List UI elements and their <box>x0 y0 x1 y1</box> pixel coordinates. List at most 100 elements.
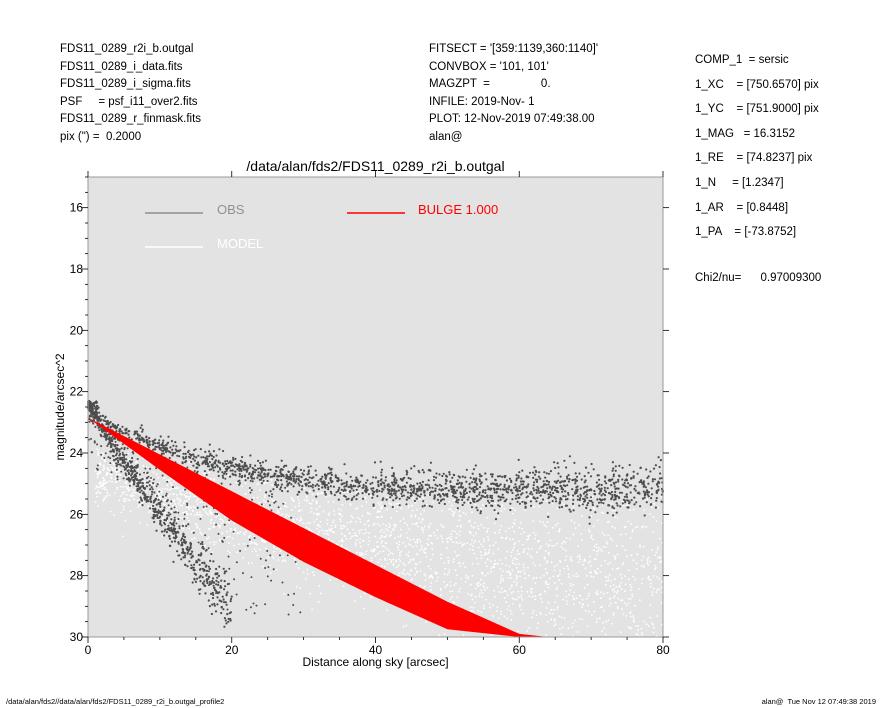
obs-point <box>484 472 487 475</box>
obs-point <box>261 469 264 472</box>
model-point <box>205 512 208 515</box>
model-point <box>489 606 491 609</box>
obs-point <box>622 498 626 501</box>
model-point <box>135 461 137 464</box>
obs-point <box>208 580 211 583</box>
model-point <box>196 526 198 529</box>
obs-point <box>655 483 659 486</box>
model-point <box>309 511 312 513</box>
obs-point <box>534 473 537 476</box>
model-point <box>570 496 572 498</box>
obs-point <box>130 476 133 479</box>
model-point <box>163 512 166 515</box>
obs-point <box>645 468 648 471</box>
model-point <box>427 544 430 547</box>
model-point <box>266 481 269 484</box>
model-point <box>626 504 628 507</box>
model-point <box>312 571 314 573</box>
model-point <box>127 490 130 492</box>
model-point <box>377 552 379 555</box>
obs-point <box>413 487 416 490</box>
model-point <box>448 501 450 503</box>
obs-point <box>491 482 494 485</box>
model-point <box>553 624 556 627</box>
model-point <box>625 604 628 607</box>
obs-point <box>472 468 476 471</box>
model-point <box>431 576 434 579</box>
model-point <box>584 567 587 569</box>
obs-point <box>138 501 141 504</box>
model-point <box>182 489 185 492</box>
model-point <box>293 521 296 524</box>
obs-point <box>566 484 569 487</box>
obs-point <box>564 504 568 507</box>
obs-point <box>515 485 518 489</box>
obs-point <box>581 503 584 506</box>
obs-point <box>98 425 101 429</box>
model-point <box>137 499 140 502</box>
obs-point <box>161 509 165 513</box>
obs-point <box>493 509 496 512</box>
obs-point <box>106 435 109 438</box>
model-point <box>597 568 599 570</box>
obs-point <box>495 490 498 493</box>
obs-point <box>215 567 218 571</box>
model-point <box>435 580 438 582</box>
model-point <box>587 604 589 607</box>
model-point <box>400 550 403 553</box>
model-point <box>102 477 105 480</box>
obs-point <box>152 478 155 481</box>
obs-point <box>248 473 251 476</box>
model-point <box>456 574 458 577</box>
obs-point <box>160 446 164 449</box>
model-point <box>172 504 174 507</box>
obs-point <box>548 485 551 488</box>
obs-point <box>490 487 493 490</box>
obs-point <box>189 546 192 549</box>
model-point <box>529 554 532 557</box>
model-point <box>170 482 172 484</box>
model-point <box>560 545 563 548</box>
model-point <box>501 563 503 565</box>
obs-point <box>167 450 170 453</box>
model-point <box>108 494 111 496</box>
model-point <box>551 612 554 615</box>
model-point <box>131 493 134 495</box>
model-point <box>454 569 457 572</box>
model-point <box>126 487 129 490</box>
obs-point <box>521 492 524 495</box>
obs-point <box>236 468 239 471</box>
obs-point <box>247 467 250 470</box>
model-point <box>600 597 602 600</box>
obs-point <box>163 534 166 537</box>
obs-point <box>202 569 205 572</box>
obs-point <box>412 491 415 494</box>
model-point <box>116 488 119 491</box>
model-point <box>327 514 330 516</box>
obs-point <box>584 495 587 498</box>
model-point <box>423 525 426 528</box>
model-point <box>168 479 171 481</box>
model-point <box>188 498 191 500</box>
obs-point <box>628 502 631 505</box>
obs-point <box>398 497 401 500</box>
obs-point <box>229 618 232 621</box>
model-point <box>660 581 663 584</box>
obs-point <box>505 479 508 482</box>
obs-point <box>329 485 332 488</box>
model-point <box>416 540 419 542</box>
obs-point <box>298 484 301 487</box>
obs-point <box>583 481 586 484</box>
model-point <box>610 579 613 582</box>
obs-point <box>604 475 607 478</box>
model-point <box>325 495 328 498</box>
obs-point <box>315 474 318 477</box>
model-point <box>627 569 630 571</box>
model-point <box>157 476 160 479</box>
model-point <box>375 516 378 519</box>
model-point <box>396 506 399 508</box>
model-point <box>345 537 348 540</box>
obs-point <box>192 453 195 456</box>
obs-point <box>611 478 614 481</box>
model-point <box>532 609 535 612</box>
